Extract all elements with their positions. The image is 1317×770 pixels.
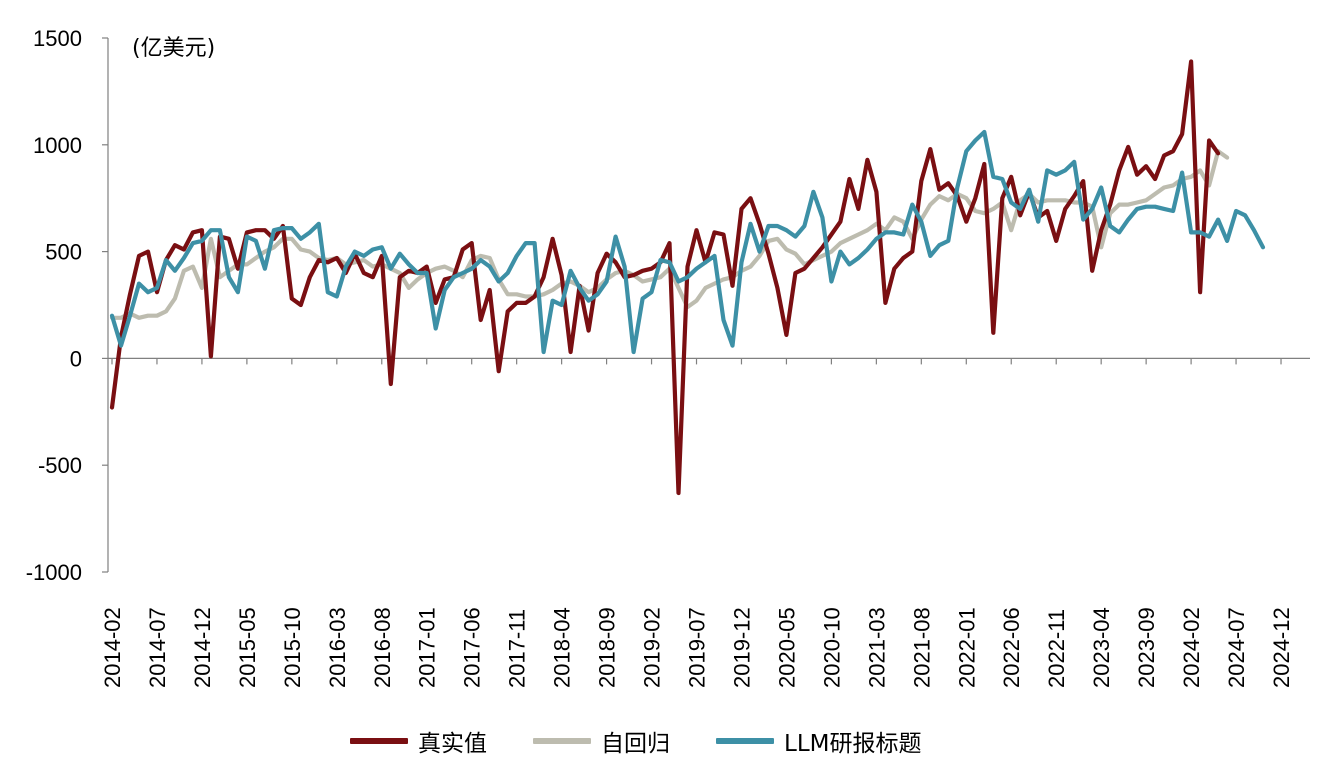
x-tick-label: 2022-06 [999, 607, 1024, 688]
legend-item-autoregressive: 自回归 [533, 724, 670, 758]
x-tick-label: 2017-11 [505, 609, 530, 688]
y-tick-label: 1000 [33, 133, 82, 158]
y-tick-label: 500 [45, 240, 82, 265]
x-tick-label: 2020-05 [774, 607, 799, 688]
legend-swatch [350, 738, 408, 744]
legend-label: 自回归 [601, 724, 670, 758]
x-tick-label: 2014-07 [145, 607, 170, 688]
x-tick-label: 2021-03 [864, 607, 889, 688]
x-tick-label: 2019-07 [685, 607, 710, 688]
legend-item-llm: LLM研报标题 [716, 724, 921, 758]
x-tick-label: 2024-07 [1224, 607, 1249, 688]
legend-swatch [533, 738, 591, 744]
y-axis-unit-label: (亿美元) [132, 30, 215, 62]
x-tick-label: 2015-05 [235, 607, 260, 688]
legend-swatch [716, 738, 774, 744]
legend-item-actual: 真实值 [350, 724, 487, 758]
legend-label: 真实值 [418, 724, 487, 758]
x-tick-label: 2022-11 [1044, 609, 1069, 688]
x-tick-label: 2016-03 [325, 607, 350, 688]
x-tick-label: 2017-06 [460, 607, 485, 688]
x-tick-label: 2023-04 [1089, 607, 1114, 688]
chart: -1000 -500 0 500 1000 1500 2014-02 2014-07 2014-… [0, 0, 1317, 765]
x-tick-label: 2020-10 [819, 607, 844, 688]
x-tick-label: 2018-04 [550, 607, 575, 688]
x-tick-label: 2019-02 [640, 607, 665, 688]
x-tick-label: 2024-12 [1269, 607, 1294, 688]
x-tick-label: 2021-08 [909, 607, 934, 688]
x-tick-label: 2023-09 [1134, 607, 1159, 688]
y-tick-label: -1000 [26, 560, 82, 585]
x-tick-label: 2019-12 [729, 607, 754, 688]
y-tick-label: -500 [38, 453, 82, 478]
chart-svg: -1000 -500 0 500 1000 1500 2014-02 2014-07 2014-… [0, 0, 1317, 765]
x-tick-label: 2014-12 [190, 607, 215, 688]
series-line-actual [112, 62, 1218, 494]
x-tick-label: 2022-01 [954, 607, 979, 688]
x-tick-label: 2015-10 [280, 607, 305, 688]
y-tick-label: 1500 [33, 26, 82, 51]
y-tick-label: 0 [70, 346, 82, 371]
legend-label: LLM研报标题 [784, 724, 921, 758]
x-tick-label: 2016-08 [370, 607, 395, 688]
x-tick-label: 2017-01 [415, 607, 440, 688]
x-tick-label: 2018-09 [595, 607, 620, 688]
legend: 真实值 自回归 LLM研报标题 [350, 724, 921, 758]
x-tick-label: 2014-02 [100, 607, 125, 688]
x-tick-label: 2024-02 [1179, 607, 1204, 688]
